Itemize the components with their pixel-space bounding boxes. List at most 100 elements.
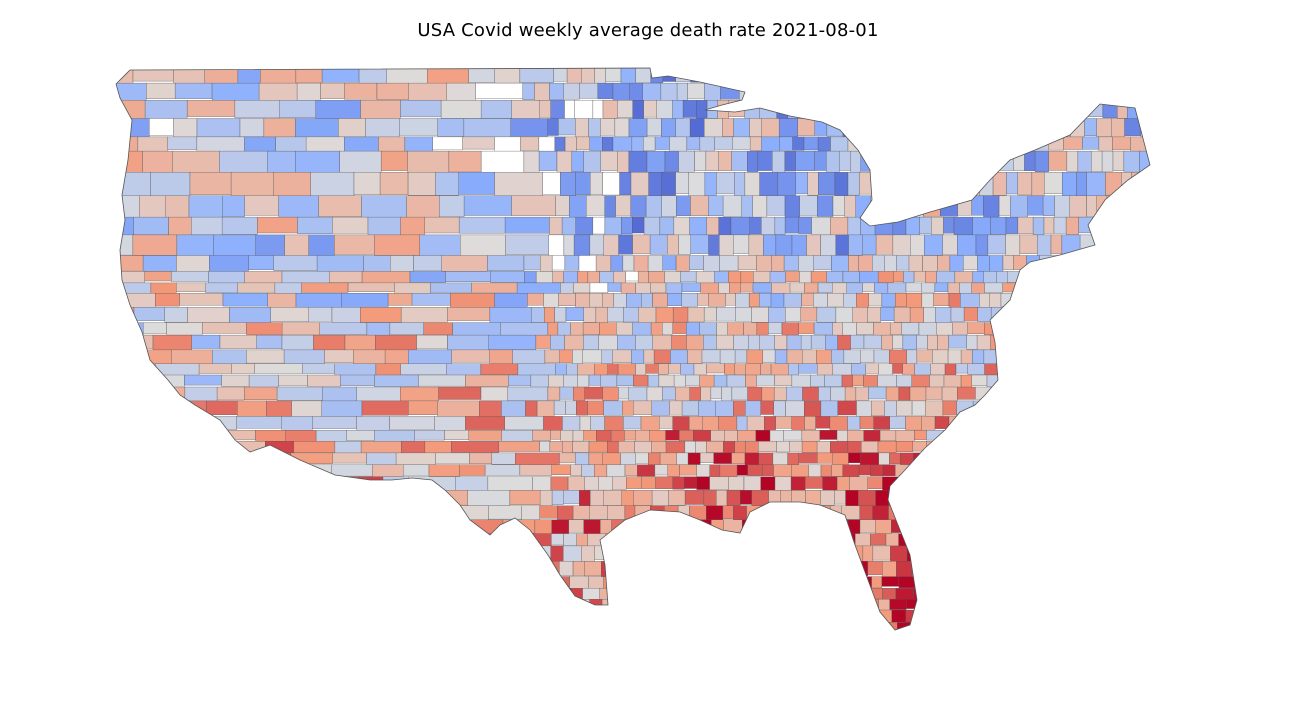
county-cell [818,386,831,403]
county-cell [1079,430,1096,444]
county-cell [1082,136,1100,150]
county-cell [752,195,768,218]
county-cell [432,634,471,646]
county-cell [900,82,915,102]
county-cell [1127,282,1142,295]
county-cell [1051,293,1066,308]
county-cell [591,609,603,622]
county-cell [976,150,996,172]
county-cell [813,255,832,271]
county-cell [755,82,773,100]
county-cell [991,634,1007,648]
county-cell [1007,430,1023,443]
county-cell [378,561,425,577]
county-cell [407,609,449,623]
county-cell [934,505,949,521]
county-cell [680,363,695,376]
county-cell [605,533,625,545]
county-cell [1094,490,1112,505]
county-cell [662,322,673,335]
county-cell [649,430,666,442]
county-cell [960,68,974,84]
county-cell [745,400,761,416]
county-cell [999,68,1018,82]
county-cell [280,609,316,624]
county-cell [877,150,890,173]
county-cell [260,464,308,475]
county-cell [990,334,1007,350]
county-cell [1039,82,1058,101]
county-cell [1055,68,1070,84]
county-cell [672,609,685,625]
county-cell [291,400,322,419]
county-cell [640,533,659,545]
county-cell [716,490,728,507]
county-cell [988,599,1006,612]
county-cell [824,374,843,387]
county-cell [681,293,698,307]
county-cell [1044,609,1056,623]
county-cell [320,82,345,99]
county-cell [782,68,797,83]
county-cell [975,576,994,588]
county-cell [987,136,1001,152]
county-cell [554,307,567,323]
county-cell [710,545,722,560]
county-cell [623,519,642,536]
county-cell [712,68,727,83]
county-cell [948,293,961,310]
county-cell [574,100,594,119]
county-cell [947,136,964,153]
county-cell [562,441,573,453]
county-cell [346,430,375,441]
county-cell [555,195,570,216]
county-cell [1062,441,1075,454]
county-cell [1048,150,1068,171]
county-cell [748,234,764,257]
county-cell [525,400,538,418]
county-cell [407,150,450,174]
county-cell [278,374,308,387]
county-cell [948,334,967,349]
county-cell [435,172,459,196]
county-cell [896,561,912,579]
county-cell [154,505,184,520]
county-cell [1152,375,1165,387]
county-cell [786,334,802,352]
county-cell [607,505,626,520]
county-cell [144,271,172,282]
county-cell [736,416,748,432]
county-cell [965,452,978,464]
county-cell [680,561,695,579]
county-cell [1077,519,1094,534]
county-cell [675,255,690,272]
county-cell [195,441,235,454]
county-cell [319,561,353,577]
county-cell [631,349,645,365]
county-cell [587,622,601,630]
county-cell [904,490,918,504]
county-cell [613,622,633,630]
county-cell [576,533,588,547]
county-cell [612,82,630,101]
county-cell [196,136,245,153]
county-cell [275,136,307,152]
county-cell [562,416,581,433]
county-cell [858,255,873,273]
county-cell [859,68,877,84]
county-cell [842,271,860,283]
county-cell [718,416,738,431]
county-cell [885,386,899,402]
county-cell [745,609,764,622]
county-cell [1039,118,1056,139]
county-cell [489,307,532,324]
county-cell [641,588,655,598]
county-cell [1094,533,1111,548]
county-cell [1013,255,1027,270]
county-cell [1111,490,1127,504]
county-cell [727,322,744,338]
county-cell [480,100,512,119]
county-cell [1128,452,1141,465]
county-cell [552,599,565,612]
county-cell [324,349,354,363]
